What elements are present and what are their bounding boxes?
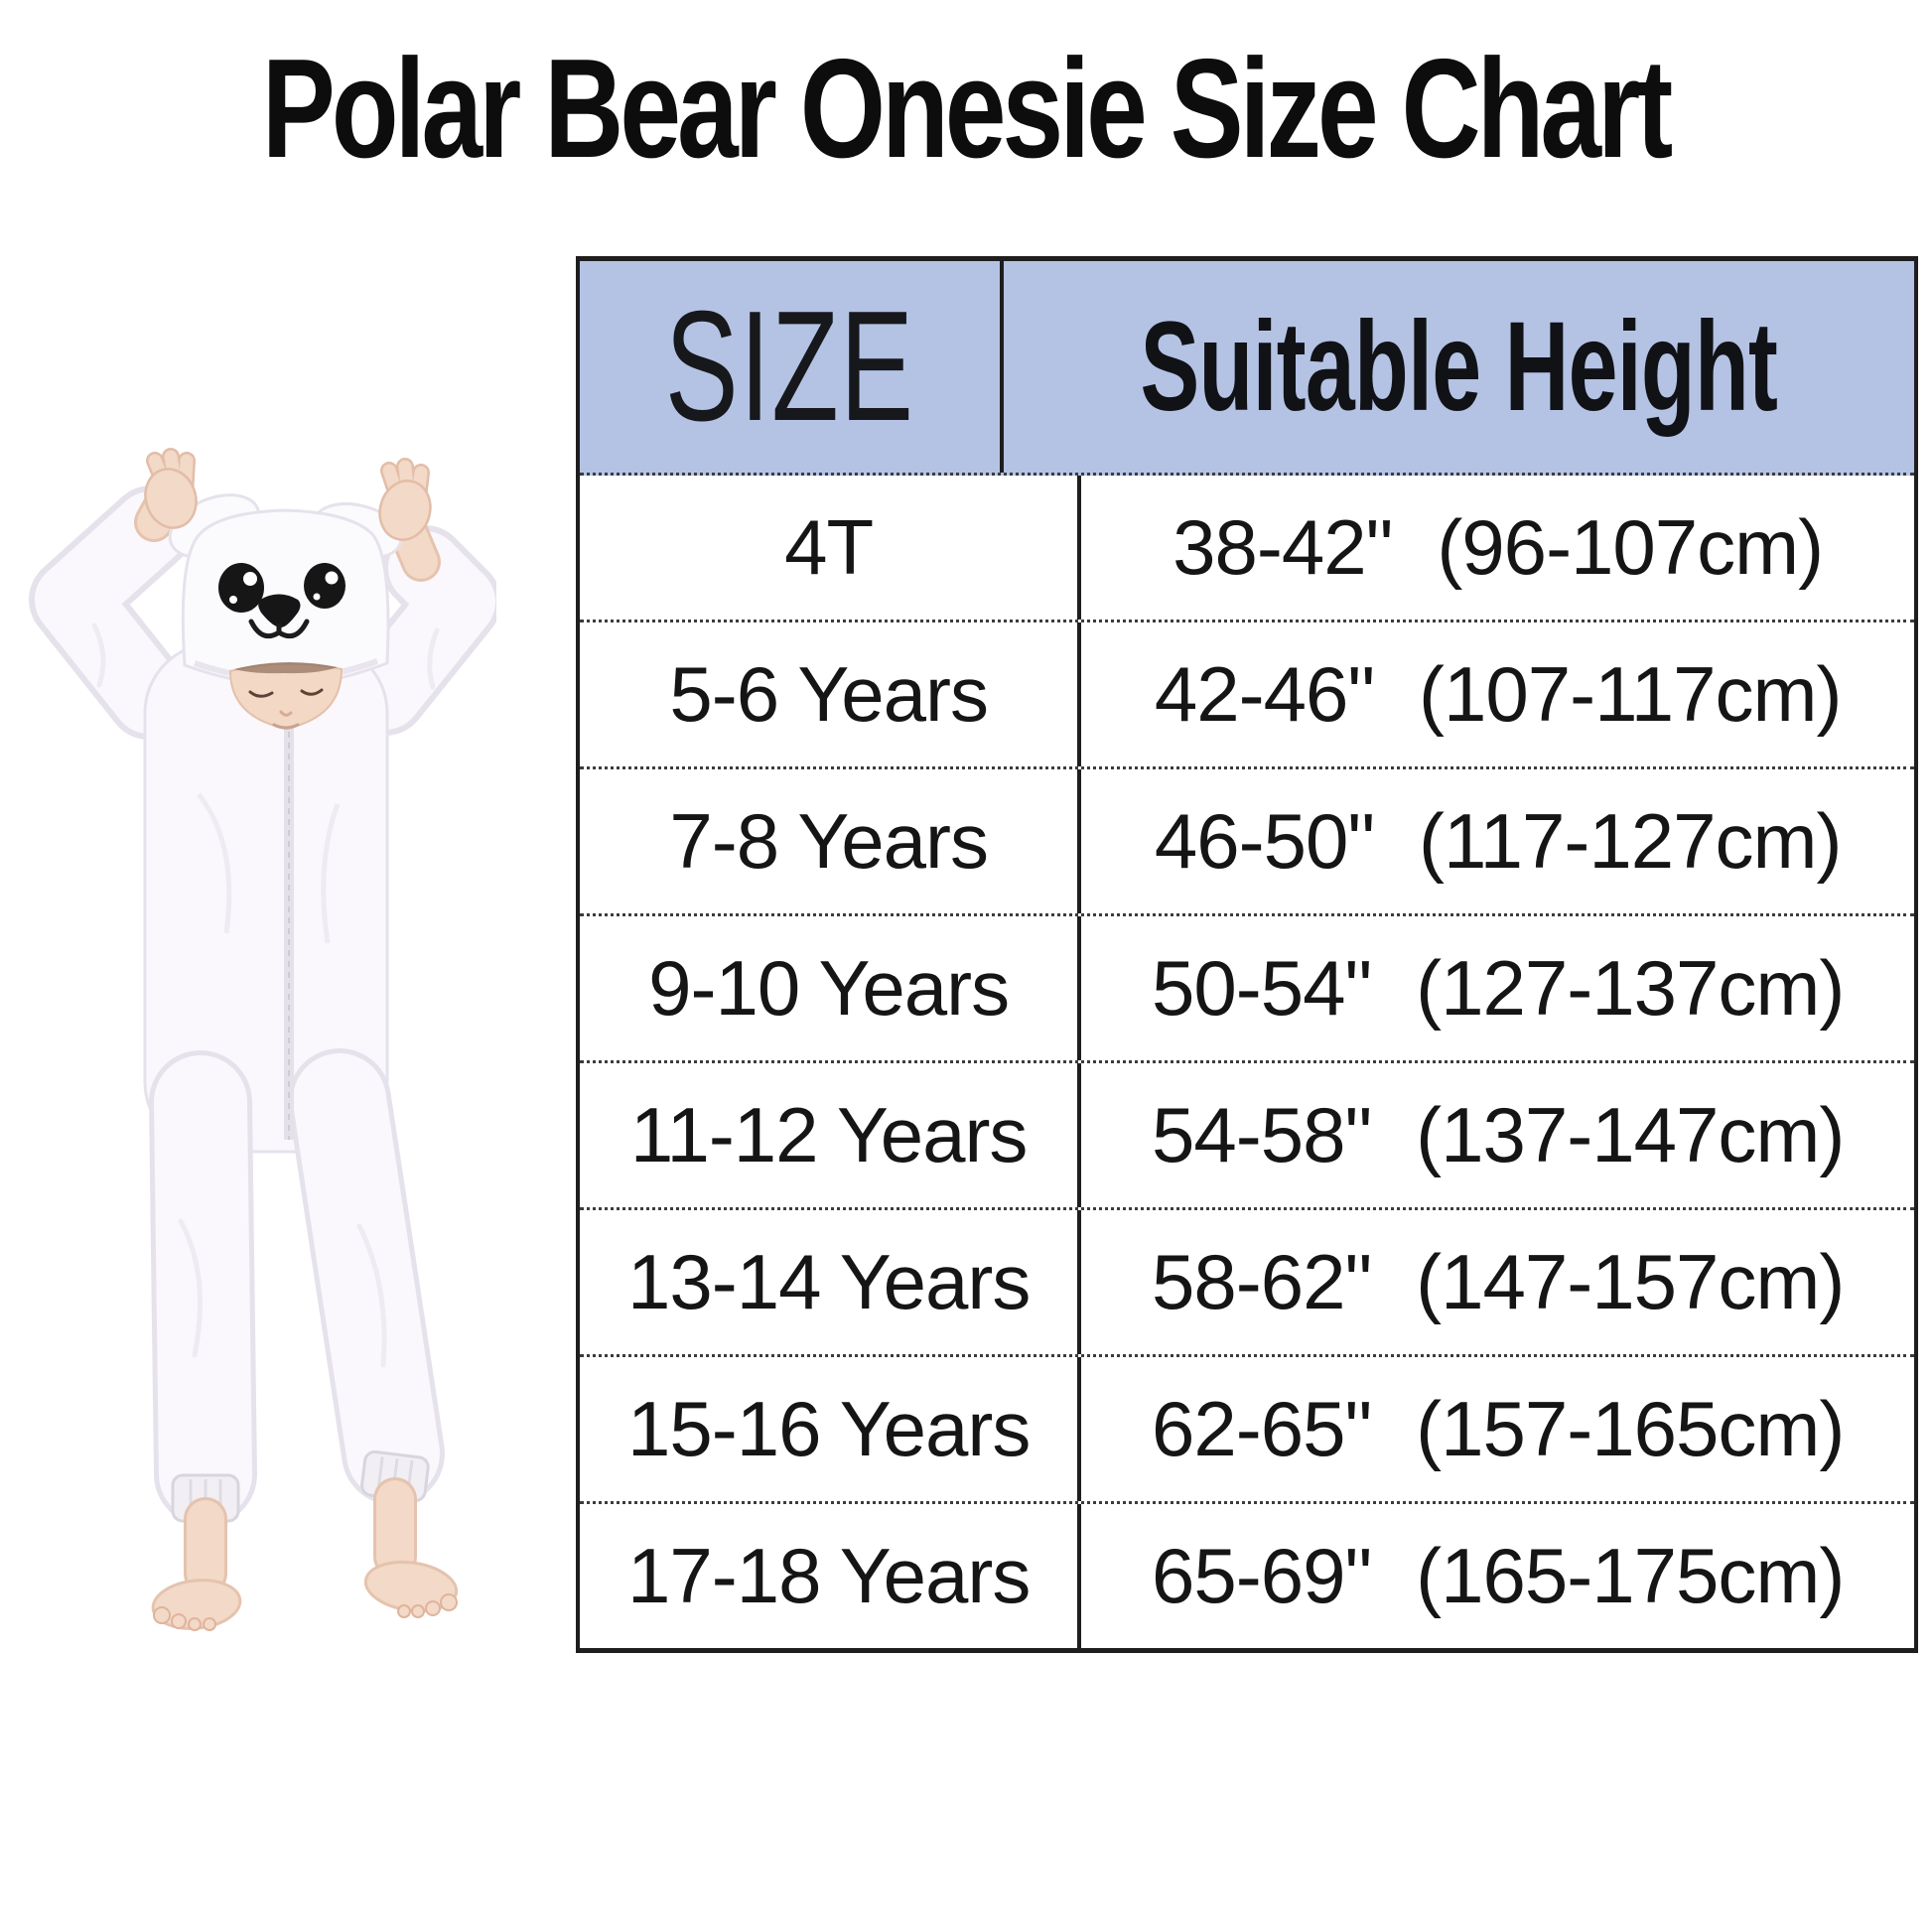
size-chart-table: SIZE Suitable Height 4T 38-42" (96-107cm…	[576, 256, 1918, 1653]
height-inches: 50-54"	[1151, 944, 1372, 1032]
table-row: 7-8 Years 46-50" (117-127cm)	[580, 769, 1914, 916]
size-cell: 13-14 Years	[626, 1238, 1031, 1325]
height-inches: 58-62"	[1151, 1238, 1372, 1325]
page-title: Polar Bear Onesie Size Chart	[0, 28, 1932, 191]
height-cm: (147-157cm)	[1416, 1238, 1845, 1325]
table-header-row: SIZE Suitable Height	[580, 261, 1914, 476]
size-cell: 17-18 Years	[626, 1532, 1031, 1619]
size-cell: 7-8 Years	[669, 797, 989, 885]
bear-eye-right	[304, 563, 345, 609]
zipper	[281, 677, 297, 1140]
onesie-child-illustration	[29, 448, 501, 1631]
height-cm: (165-175cm)	[1416, 1532, 1845, 1619]
height-inches: 38-42"	[1173, 503, 1393, 591]
bear-eye-left	[218, 563, 264, 613]
height-cm: (157-165cm)	[1416, 1385, 1845, 1472]
child-face	[228, 661, 344, 731]
bear-face	[218, 563, 345, 639]
height-inches: 54-58"	[1151, 1091, 1372, 1178]
table-row: 9-10 Years 50-54" (127-137cm)	[580, 916, 1914, 1063]
height-cell: 62-65" (157-165cm)	[1077, 1357, 1914, 1501]
table-row: 15-16 Years 62-65" (157-165cm)	[580, 1357, 1914, 1504]
onesie-arms	[29, 485, 501, 740]
height-cell: 38-42" (96-107cm)	[1077, 476, 1914, 620]
height-cell: 42-46" (107-117cm)	[1077, 622, 1914, 766]
bear-mouth	[248, 619, 310, 639]
height-cell: 58-62" (147-157cm)	[1077, 1210, 1914, 1354]
table-row: 11-12 Years 54-58" (137-147cm)	[580, 1063, 1914, 1210]
product-photo	[0, 377, 501, 1658]
header-height-label: Suitable Height	[1140, 296, 1778, 438]
size-cell: 11-12 Years	[629, 1091, 1029, 1178]
table-row: 17-18 Years 65-69" (165-175cm)	[580, 1504, 1914, 1648]
size-cell: 4T	[784, 503, 874, 591]
size-cell: 15-16 Years	[626, 1385, 1031, 1472]
header-size-label: SIZE	[664, 279, 915, 454]
header-cell-suitable-height: Suitable Height	[1000, 261, 1914, 473]
height-inches: 42-46"	[1154, 650, 1375, 738]
size-cell: 5-6 Years	[669, 650, 989, 738]
height-cell: 54-58" (137-147cm)	[1077, 1063, 1914, 1207]
height-inches: 46-50"	[1154, 797, 1375, 885]
table-row: 13-14 Years 58-62" (147-157cm)	[580, 1210, 1914, 1357]
page-title-text: Polar Bear Onesie Size Chart	[262, 30, 1673, 188]
height-inches: 62-65"	[1151, 1385, 1372, 1472]
height-cell: 46-50" (117-127cm)	[1077, 769, 1914, 913]
size-cell: 9-10 Years	[648, 944, 1010, 1032]
height-inches: 65-69"	[1151, 1532, 1372, 1619]
height-cm: (107-117cm)	[1419, 650, 1842, 738]
header-cell-size: SIZE	[580, 261, 1000, 473]
height-cm: (96-107cm)	[1437, 503, 1824, 591]
height-cell: 65-69" (165-175cm)	[1077, 1504, 1914, 1648]
height-cm: (127-137cm)	[1416, 944, 1845, 1032]
height-cm: (137-147cm)	[1416, 1091, 1845, 1178]
table-row: 4T 38-42" (96-107cm)	[580, 476, 1914, 622]
child-hands	[144, 448, 432, 541]
bear-nose	[258, 594, 301, 627]
table-row: 5-6 Years 42-46" (107-117cm)	[580, 622, 1914, 769]
height-cm: (117-127cm)	[1419, 797, 1842, 885]
height-cell: 50-54" (127-137cm)	[1077, 916, 1914, 1060]
onesie-legs	[149, 1048, 445, 1526]
feet	[151, 1477, 459, 1631]
